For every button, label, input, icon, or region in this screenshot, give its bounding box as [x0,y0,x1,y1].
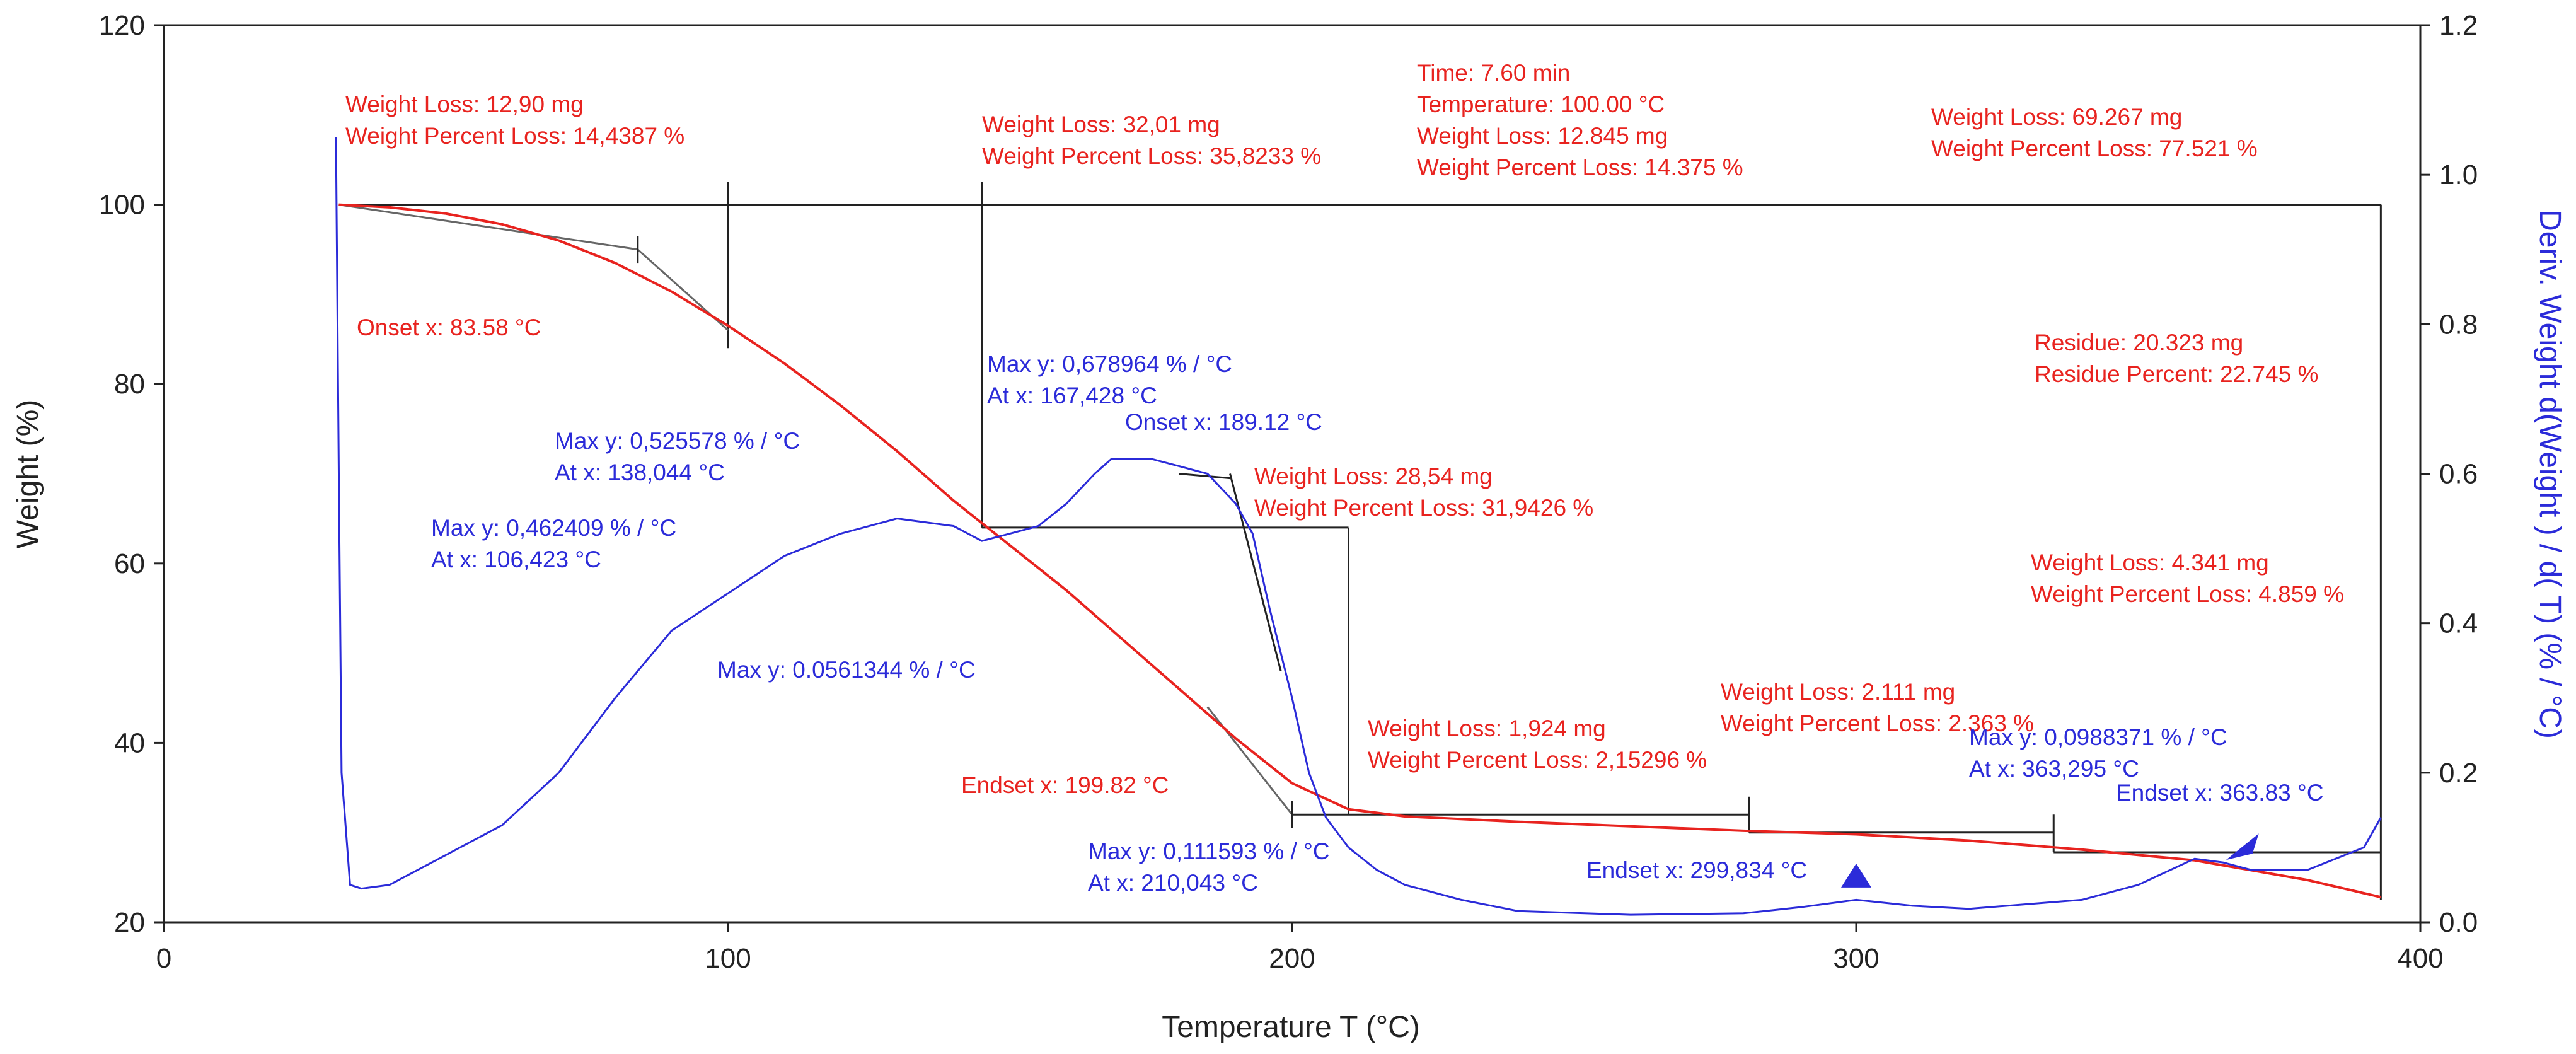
annotation-text: Max y: 0,0988371 % / °C At x: 363,295 °C [1969,724,2227,782]
annotation-line: Endset x: 199.82 °C [961,772,1169,798]
x-axis: 0 100 200 300 400 [156,922,2444,974]
marker-layer [1841,833,2259,888]
y2-tick-label: 1.0 [2439,159,2478,190]
weight-series [338,203,2381,899]
annotation-text: Weight Loss: 32,01 mg Weight Percent Loss… [982,112,1321,169]
annotation-text: Weight Loss: 12,90 mg Weight Percent Loss… [345,91,684,149]
annotation-line: Max y: 0,678964 % / °C [987,351,1232,377]
annotation-line: Weight Percent Loss: 35,8233 % [982,143,1321,169]
annotation-line: Onset x: 83.58 °C [357,315,541,340]
annotation-line: Weight Loss: 4.341 mg [2031,550,2269,576]
annotation-text: Endset x: 299,834 °C [1586,857,1807,883]
x-tick-label: 0 [156,943,171,974]
endset-363-marker [2226,833,2259,860]
annotation-line: At x: 138,044 °C [555,460,725,485]
annotation-line: Weight Loss: 32,01 mg [982,112,1220,137]
y2-tick-label: 0.2 [2439,758,2478,789]
series-layer [335,137,2382,916]
annotation-line: Weight Loss: 12,90 mg [345,91,584,117]
annotation-text: Weight Loss: 28,54 mg Weight Percent Loss… [1254,463,1593,521]
y-tick-label: 100 [99,190,145,221]
annotation-layer: Weight Loss: 12,90 mg Weight Percent Loss… [345,60,2344,896]
annotation-text: Endset x: 363.83 °C [2116,780,2324,806]
annotation-line: At x: 363,295 °C [1969,756,2139,782]
annotation-line: Time: 7.60 min [1417,60,1570,86]
annotation-line: Weight Loss: 69.267 mg [1931,104,2182,130]
annotation-line: Weight Loss: 2.111 mg [1721,679,1955,705]
annotation-line: Endset x: 363.83 °C [2116,780,2324,806]
annotation-line: Weight Loss: 12.845 mg [1417,123,1668,149]
annotation-line: Weight Percent Loss: 14,4387 % [345,123,684,149]
annotation-line: Weight Percent Loss: 2.363 % [1721,710,2034,736]
annotation-text: Residue: 20.323 mg Residue Percent: 22.74… [2035,330,2318,387]
annotation-text: Weight Loss: 1,924 mg Weight Percent Loss… [1368,715,1707,773]
annotation-text: Max y: 0,525578 % / °C At x: 138,044 °C [555,428,800,485]
annotation-line: Endset x: 299,834 °C [1586,857,1807,883]
annotation-line: Residue: 20.323 mg [2035,330,2243,356]
annotation-line: Weight Percent Loss: 4.859 % [2031,581,2344,607]
y2-tick-label: 1.2 [2439,10,2478,41]
y-tick-label: 60 [114,548,145,579]
y2-tick-label: 0.6 [2439,459,2478,490]
annotation-line: At x: 167,428 °C [987,383,1157,408]
annotation-text: Max y: 0.0561344 % / °C [717,657,976,683]
y-tick-label: 20 [114,907,145,938]
x-tick-label: 400 [2397,943,2443,974]
analysis-constructions [338,182,2382,900]
deriv-onset-tangent [1229,473,1282,671]
annotation-line: Residue Percent: 22.745 % [2035,361,2318,387]
annotation-line: Weight Percent Loss: 31,9426 % [1254,495,1593,521]
annotation-text: Time: 7.60 min Temperature: 100.00 °C Weig… [1417,60,1743,180]
annotation-line: Weight Percent Loss: 77.521 % [1931,136,2258,161]
annotation-text: Max y: 0,678964 % / °C At x: 167,428 °C [987,351,1232,408]
annotation-line: At x: 210,043 °C [1088,870,1258,896]
y-axis-left: 20 40 60 80 100 120 [99,10,164,938]
endset-299-marker [1841,863,1871,888]
annotation-text: Endset x: 199.82 °C [961,772,1169,798]
annotation-line: Max y: 0.0561344 % / °C [717,657,976,683]
derivative-series [335,137,2382,916]
annotation-text: Weight Loss: 4.341 mg Weight Percent Loss… [2031,550,2344,607]
annotation-line: Max y: 0,525578 % / °C [555,428,800,454]
annotation-text: Onset x: 189.12 °C [1125,409,1322,435]
annotation-text: Max y: 0,111593 % / °C At x: 210,043 °C [1088,838,1330,896]
y-tick-label: 80 [114,369,145,400]
y-axis-title: Weight (%) [11,400,45,549]
y2-tick-label: 0.8 [2439,309,2478,340]
annotation-text: Weight Loss: 2.111 mg Weight Percent Loss… [1721,679,2034,736]
y-tick-label: 40 [114,727,145,758]
annotation-line: Max y: 0,111593 % / °C [1088,838,1330,864]
annotation-line: Max y: 0,462409 % / °C [431,515,676,541]
x-axis-title: Temperature T (°C) [1162,1011,1420,1044]
annotation-text: Max y: 0,462409 % / °C At x: 106,423 °C [431,515,676,572]
annotation-line: Weight Loss: 28,54 mg [1254,463,1493,489]
annotation-line: Max y: 0,0988371 % / °C [1969,724,2227,750]
annotation-line: Onset x: 189.12 °C [1125,409,1322,435]
annotation-text: Weight Loss: 69.267 mg Weight Percent Los… [1931,104,2258,161]
annotation-text: Onset x: 83.58 °C [357,315,541,340]
annotation-line: Temperature: 100.00 °C [1417,91,1665,117]
annotation-line: Weight Percent Loss: 14.375 % [1417,154,1743,180]
annotation-line: At x: 106,423 °C [431,547,601,572]
y2-tick-label: 0.0 [2439,907,2478,938]
annotation-line: Weight Percent Loss: 2,15296 % [1368,747,1707,773]
y-axis-right: 0.0 0.2 0.4 0.6 0.8 1.0 1.2 [2420,10,2478,938]
x-tick-label: 300 [1833,943,1879,974]
annotation-line: Weight Loss: 1,924 mg [1368,715,1606,741]
y-tick-label: 120 [99,10,145,41]
x-tick-label: 100 [705,943,751,974]
onset-tangent-a [338,204,638,251]
y2-tick-label: 0.4 [2439,608,2478,639]
x-tick-label: 200 [1269,943,1315,974]
y2-axis-title: Deriv. Weight d(Weight ) / d( T) (% / °C… [2533,209,2567,739]
deriv-onset-baseline [1179,473,1230,480]
